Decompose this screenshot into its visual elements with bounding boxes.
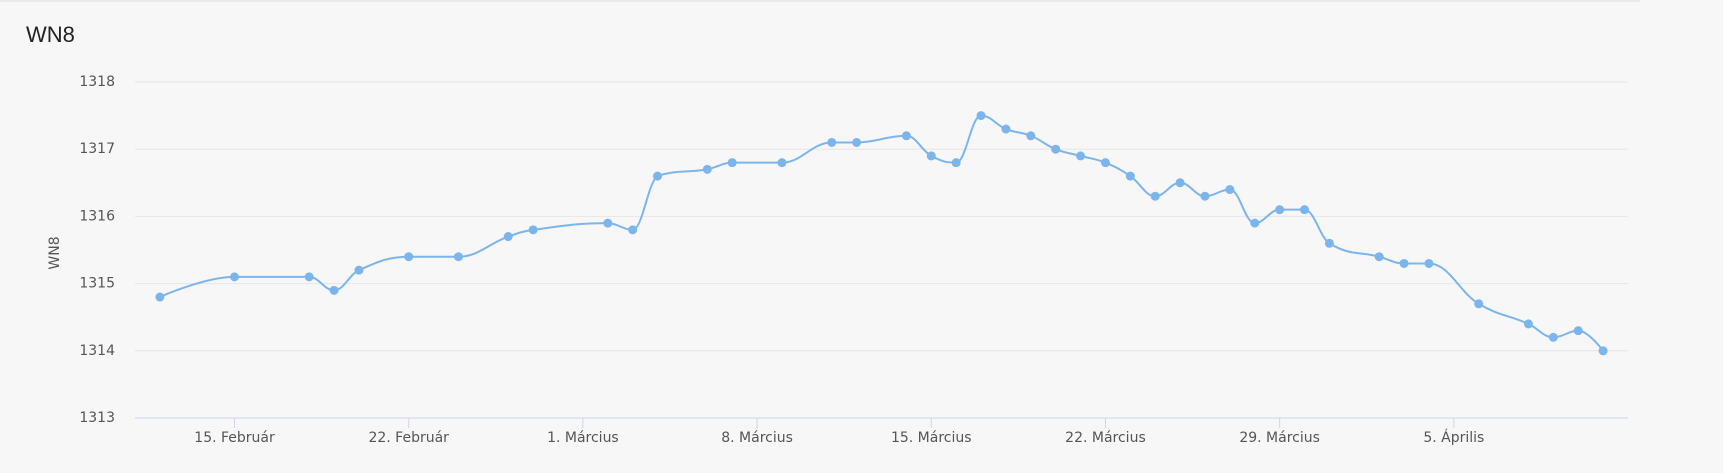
point bbox=[1250, 218, 1260, 228]
point bbox=[653, 171, 663, 181]
y-tick-label: 1316 bbox=[79, 208, 115, 224]
point bbox=[1001, 124, 1011, 134]
point bbox=[1125, 171, 1135, 181]
point bbox=[628, 225, 638, 235]
point bbox=[702, 164, 712, 174]
point bbox=[951, 158, 961, 168]
point bbox=[453, 252, 463, 262]
point bbox=[1374, 252, 1384, 262]
y-axis-label: WN8 bbox=[47, 236, 63, 269]
point bbox=[901, 131, 911, 141]
point bbox=[155, 292, 165, 302]
y-tick-label: 1313 bbox=[79, 410, 115, 426]
point bbox=[727, 158, 737, 168]
point bbox=[926, 151, 936, 161]
x-tick-label: 15. Február bbox=[194, 430, 275, 446]
point bbox=[1275, 205, 1285, 215]
point bbox=[976, 111, 986, 121]
point bbox=[329, 285, 339, 295]
point bbox=[1399, 258, 1409, 268]
point bbox=[1548, 332, 1558, 342]
x-tick-label: 22. Március bbox=[1065, 430, 1146, 446]
point bbox=[1225, 185, 1235, 195]
point bbox=[603, 218, 613, 228]
point bbox=[1424, 258, 1434, 268]
point bbox=[1175, 178, 1185, 188]
y-tick-label: 1314 bbox=[79, 343, 115, 359]
x-tick-label: 1. Március bbox=[547, 430, 619, 446]
x-tick-label: 15. Március bbox=[891, 430, 972, 446]
point bbox=[1523, 319, 1533, 329]
point bbox=[1051, 144, 1061, 154]
point bbox=[1100, 158, 1110, 168]
point bbox=[777, 158, 787, 168]
point bbox=[354, 265, 364, 275]
point bbox=[852, 137, 862, 147]
point bbox=[1300, 205, 1310, 215]
point bbox=[1573, 326, 1583, 336]
y-tick-label: 1315 bbox=[79, 276, 115, 292]
x-tick-label: 5. Április bbox=[1423, 429, 1484, 446]
point bbox=[503, 232, 513, 242]
point bbox=[1474, 299, 1484, 309]
point bbox=[404, 252, 414, 262]
point bbox=[1026, 131, 1036, 141]
point bbox=[1598, 346, 1608, 356]
point bbox=[827, 137, 837, 147]
point bbox=[1076, 151, 1086, 161]
point bbox=[1150, 191, 1160, 201]
point bbox=[1200, 191, 1210, 201]
point bbox=[304, 272, 314, 282]
y-tick-label: 1318 bbox=[79, 74, 115, 90]
chart-title: WN8 bbox=[26, 22, 75, 47]
point bbox=[230, 272, 240, 282]
point bbox=[528, 225, 538, 235]
point bbox=[1324, 238, 1334, 248]
x-tick-label: 29. Március bbox=[1239, 430, 1320, 446]
x-tick-label: 8. Március bbox=[721, 430, 793, 446]
y-tick-label: 1317 bbox=[79, 141, 115, 157]
x-tick-label: 22. Február bbox=[368, 430, 449, 446]
